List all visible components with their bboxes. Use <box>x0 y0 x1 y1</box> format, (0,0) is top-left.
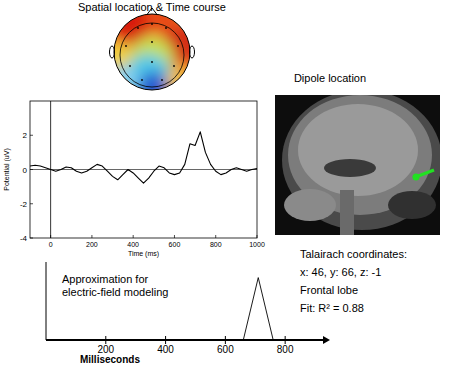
x-tick <box>174 235 175 238</box>
brainstem <box>340 190 354 235</box>
y-tick-label: 0 <box>23 166 28 175</box>
x-tick <box>165 336 166 344</box>
electrode <box>141 79 143 81</box>
dipole-text: Talairach coordinates: <box>300 248 407 260</box>
y-tick-label: -4 <box>20 234 28 243</box>
scalp <box>282 95 440 230</box>
nose <box>147 8 157 15</box>
x-tick <box>133 235 134 238</box>
zero-line <box>30 169 257 170</box>
figure: Spatial location & Time course 0 200 400 600… <box>0 0 474 366</box>
dipole-text: x: 46, y: 66, z: -1 <box>300 266 381 278</box>
x-tick-label: 400 <box>157 344 174 355</box>
x-tick-label: 800 <box>210 241 222 248</box>
topomap-blobs <box>100 0 202 104</box>
y-tick <box>30 169 33 170</box>
electrode <box>173 65 175 67</box>
dipole-text: Fit: R² = 0.88 <box>300 302 364 314</box>
ventricle <box>324 159 376 177</box>
electrode <box>151 23 153 25</box>
x-tick <box>105 336 106 344</box>
electrode <box>177 45 179 47</box>
x-tick-label: 600 <box>217 344 234 355</box>
x-tick-label: 600 <box>169 241 181 248</box>
y-axis-line <box>46 262 47 340</box>
cerebellum <box>284 189 336 221</box>
y-tick <box>30 238 33 239</box>
y-axis-label: Potential (uV) <box>3 148 11 190</box>
x-axis-arrow <box>323 336 330 344</box>
x-tick-label: 800 <box>277 344 294 355</box>
x-axis-label: Time (ms) <box>128 250 159 258</box>
x-axis-line <box>46 339 326 341</box>
x-tick <box>50 235 51 238</box>
head-inner-ring <box>120 23 184 87</box>
annotation: Approximation for <box>62 273 149 285</box>
electrode <box>137 27 139 29</box>
x-tick <box>225 336 226 344</box>
approximation-line <box>243 278 273 340</box>
plot-frame <box>30 101 257 238</box>
dipole-title: Dipole location <box>294 72 366 84</box>
x-tick <box>285 336 286 344</box>
topomap <box>100 0 202 104</box>
series-group <box>243 278 273 340</box>
dipole-text: Frontal lobe <box>300 284 358 296</box>
electrode <box>151 61 153 63</box>
electrode <box>151 41 153 43</box>
y-tick <box>30 135 33 136</box>
dipole-source <box>413 174 420 181</box>
ear <box>110 46 115 58</box>
x-tick-label: 400 <box>127 241 139 248</box>
y-tick-label: 2 <box>23 131 28 140</box>
electrode <box>125 45 127 47</box>
y-tick <box>30 203 33 204</box>
orbit <box>388 191 436 219</box>
x-axis-label: Milliseconds <box>80 354 140 365</box>
x-tick <box>91 235 92 238</box>
annotation: electric-field modeling <box>62 286 168 298</box>
electrode <box>129 65 131 67</box>
series-group <box>30 132 257 183</box>
x-tick <box>257 235 258 238</box>
x-tick <box>215 235 216 238</box>
electrode <box>165 27 167 29</box>
x-tick-label: 0 <box>49 241 53 248</box>
y-tick-label: -2 <box>20 200 28 209</box>
mri-image <box>275 95 440 235</box>
head-outline <box>114 14 190 90</box>
electrode <box>161 79 163 81</box>
waveform-line <box>30 132 257 183</box>
topomap-blob <box>146 2 178 34</box>
panel-title: Spatial location & Time course <box>78 1 226 13</box>
ear <box>190 46 195 58</box>
cortex <box>298 104 418 196</box>
x-tick-label: 200 <box>86 241 98 248</box>
x-tick-label: 1000 <box>249 241 265 248</box>
